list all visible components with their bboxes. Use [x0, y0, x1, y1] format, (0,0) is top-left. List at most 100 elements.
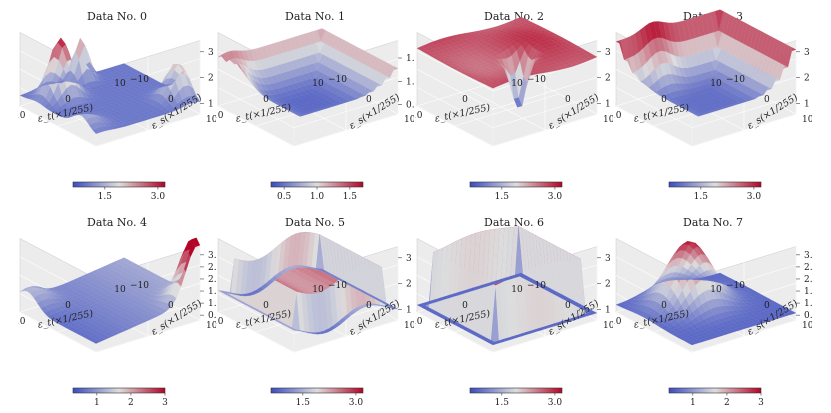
grid-line	[691, 113, 797, 147]
y-tick-label: 0	[366, 95, 372, 105]
colorbar-tick-label: 2	[724, 398, 730, 408]
x-tick-label: 0	[661, 95, 667, 105]
chart-panel: Data No. 40.51.01.52.02.53.0ℒ(x)−10010ε_…	[18, 208, 216, 408]
colorbar-tick-label: 3.0	[747, 192, 762, 202]
colorbar-frame	[668, 387, 762, 394]
y-tick-label: 10	[603, 321, 613, 331]
surface-cell	[516, 272, 525, 277]
y-tick-label: −10	[328, 281, 347, 291]
chart-panel: Data No. 70.51.01.52.02.53.0ℒ(x)−10010ε_…	[614, 208, 812, 408]
x-tick-label: −10	[18, 111, 26, 121]
z-tick-label: 2.0	[804, 275, 812, 285]
surface-plot: Data No. 0123ℒ(x)−10010ε_t(×1/255)−10010…	[18, 10, 216, 202]
y-tick-label: −10	[130, 281, 149, 291]
colorbar-tick-label: 3.0	[151, 192, 166, 202]
surface-cell	[516, 16, 525, 21]
x-tick-label: −10	[415, 317, 423, 327]
chart-panel: Data No. 0123ℒ(x)−10010ε_t(×1/255)−10010…	[18, 2, 216, 202]
chart-title: Data No. 4	[87, 216, 147, 229]
z-tick-label: 0.5	[804, 311, 812, 321]
y-tick-label: −10	[328, 75, 347, 85]
z-tick-label: 2	[208, 74, 214, 84]
x-tick-label: 0	[462, 95, 468, 105]
colorbar-frame	[668, 181, 762, 188]
grid-line	[691, 319, 797, 353]
y-tick-label: 0	[764, 95, 770, 105]
y-tick-label: 0	[168, 95, 174, 105]
surface-plot: Data No. 5123ℒ(x)−10010ε_t(×1/255)−10010…	[216, 216, 414, 408]
y-tick-label: 0	[366, 301, 372, 311]
colorbar-tick-label: 3.0	[349, 398, 364, 408]
z-tick-label: 2	[804, 74, 810, 84]
surface-mesh	[19, 37, 201, 134]
colorbar	[669, 388, 761, 393]
y-tick-label: −10	[527, 75, 546, 85]
x-tick-label: 0	[263, 301, 269, 311]
surface-mesh	[416, 16, 598, 108]
x-tick-label: 10	[710, 79, 722, 89]
y-tick-label: −10	[726, 281, 745, 291]
z-tick-label: 3	[605, 254, 611, 264]
colorbar-tick-label: 1.5	[98, 192, 113, 202]
surface-mesh	[217, 28, 399, 117]
chart-title: Data No. 2	[484, 10, 544, 23]
z-tick-label: 3.0	[804, 251, 812, 261]
colorbar	[73, 388, 165, 393]
z-tick-label: 3	[406, 254, 412, 264]
surface-cell	[119, 257, 128, 262]
chart-title: Data No. 5	[285, 216, 345, 229]
chart-title: Data No. 6	[484, 216, 544, 229]
colorbar-frame	[72, 387, 166, 394]
chart-title: Data No. 7	[683, 216, 743, 229]
z-tick-label: 2	[406, 280, 412, 290]
z-tick-label: 1	[605, 306, 611, 316]
x-tick-label: 0	[661, 301, 667, 311]
x-tick-label: 0	[462, 301, 468, 311]
colorbar-tick-label: 1.5	[694, 192, 709, 202]
grid-line	[293, 319, 399, 353]
x-tick-label: −10	[216, 111, 224, 121]
surface-cell	[715, 272, 724, 277]
colorbar	[271, 388, 363, 393]
y-tick-label: −10	[527, 281, 546, 291]
x-tick-label: 0	[65, 301, 71, 311]
z-tick-label: 3.0	[208, 251, 216, 261]
colorbar	[73, 182, 165, 187]
y-tick-label: 0	[764, 301, 770, 311]
z-tick-label: 1	[406, 306, 412, 316]
x-tick-label: 10	[312, 79, 324, 89]
colorbar	[470, 388, 562, 393]
x-tick-label: 10	[114, 79, 126, 89]
surface-mesh	[615, 241, 797, 346]
y-tick-label: 0	[565, 301, 571, 311]
y-tick-label: 10	[603, 115, 613, 125]
grid-line	[95, 319, 201, 353]
surface-plot: Data No. 6123ℒ(x)−10010ε_t(×1/255)−10010…	[415, 216, 613, 408]
z-tick-label: 1.0	[406, 77, 414, 87]
colorbar	[669, 182, 761, 187]
colorbar-tick-label: 1.5	[495, 192, 510, 202]
y-tick-label: 10	[802, 321, 812, 331]
surface-plot: Data No. 10.51.01.5ℒ(x)−10010ε_t(×1/255)…	[216, 10, 414, 202]
colorbar	[470, 182, 562, 187]
grid-line	[454, 93, 560, 127]
colorbar-tick-label: 3	[758, 398, 764, 408]
x-tick-label: 10	[710, 285, 722, 295]
y-tick-label: −10	[726, 75, 745, 85]
x-tick-label: −10	[614, 111, 622, 121]
z-tick-label: 1	[208, 100, 214, 110]
x-tick-label: 10	[511, 79, 523, 89]
z-tick-label: 3	[208, 48, 214, 58]
chart-panel: Data No. 2123ℒ(x)−10010ε_t(×1/255)−10010…	[415, 2, 613, 202]
colorbar-tick-label: 3.0	[548, 398, 563, 408]
colorbar-frame	[72, 181, 166, 188]
grid-line	[293, 113, 399, 147]
colorbar	[271, 182, 363, 187]
chart-panel: Data No. 3123ℒ(x)−10010ε_t(×1/255)−10010…	[614, 2, 812, 202]
surface-mesh	[416, 226, 598, 346]
colorbar-tick-label: 2	[128, 398, 134, 408]
z-tick-label: 1	[605, 100, 611, 110]
colorbar-tick-label: 3.0	[548, 192, 563, 202]
z-tick-label: 3	[804, 48, 810, 58]
